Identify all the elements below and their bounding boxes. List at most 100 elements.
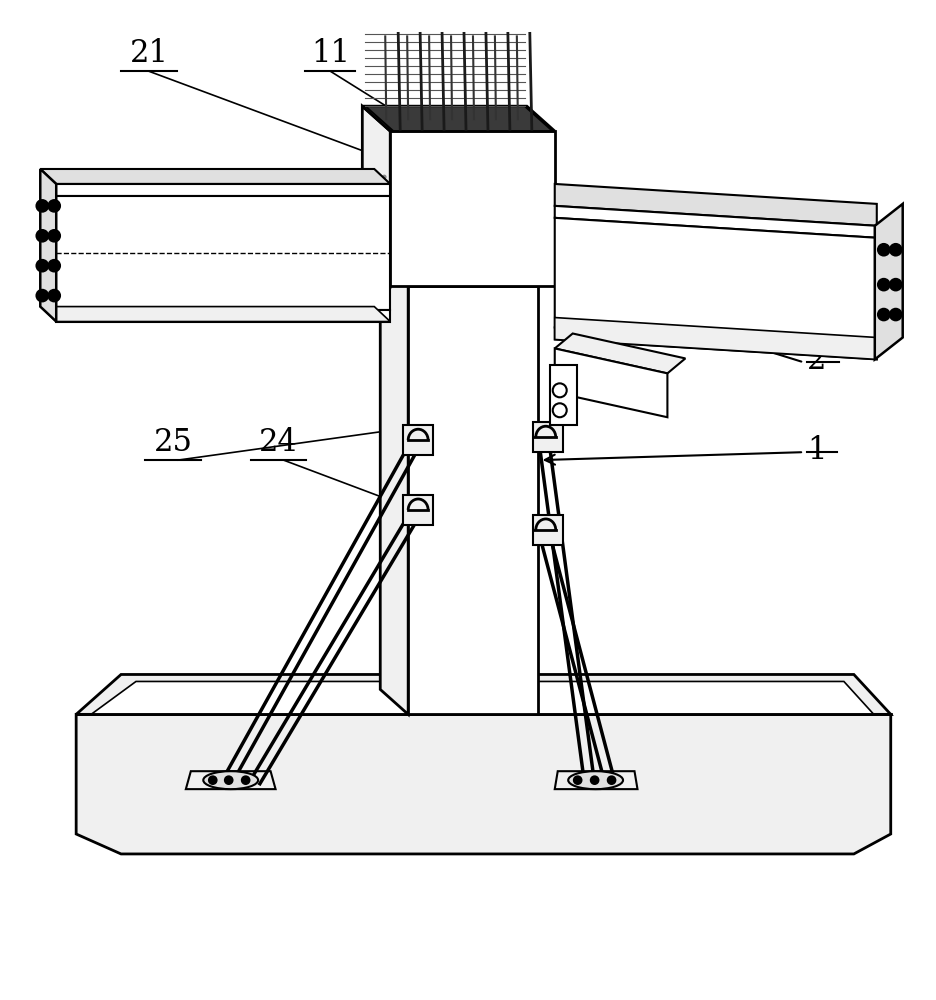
Polygon shape: [362, 106, 555, 131]
Polygon shape: [549, 365, 577, 425]
Polygon shape: [380, 261, 538, 286]
Circle shape: [311, 313, 314, 316]
Circle shape: [878, 279, 890, 291]
Circle shape: [738, 204, 740, 207]
Circle shape: [227, 313, 230, 316]
Polygon shape: [555, 771, 637, 789]
Circle shape: [335, 175, 338, 178]
Circle shape: [240, 313, 242, 316]
Polygon shape: [56, 310, 390, 322]
Circle shape: [155, 313, 158, 316]
Polygon shape: [403, 425, 433, 455]
Circle shape: [553, 403, 566, 417]
Polygon shape: [91, 681, 874, 714]
Circle shape: [263, 313, 266, 316]
Circle shape: [49, 230, 60, 242]
Polygon shape: [362, 106, 390, 286]
Ellipse shape: [203, 771, 258, 789]
Circle shape: [810, 208, 812, 211]
Circle shape: [209, 776, 217, 784]
Circle shape: [383, 175, 386, 178]
Circle shape: [108, 175, 110, 178]
Circle shape: [225, 776, 233, 784]
Circle shape: [72, 175, 75, 178]
Circle shape: [241, 776, 250, 784]
Circle shape: [630, 197, 633, 200]
Circle shape: [574, 776, 581, 784]
Circle shape: [878, 244, 890, 256]
Circle shape: [890, 244, 901, 256]
Circle shape: [215, 313, 218, 316]
Polygon shape: [40, 307, 390, 322]
Circle shape: [323, 313, 326, 316]
Circle shape: [49, 200, 60, 212]
Circle shape: [358, 175, 362, 178]
Circle shape: [143, 313, 146, 316]
Circle shape: [558, 193, 562, 196]
Polygon shape: [555, 218, 877, 347]
Polygon shape: [533, 515, 563, 545]
Circle shape: [678, 200, 680, 203]
Circle shape: [95, 313, 98, 316]
Text: 11: 11: [311, 38, 350, 69]
Circle shape: [797, 208, 800, 211]
Circle shape: [287, 175, 290, 178]
Circle shape: [591, 776, 599, 784]
Text: 21: 21: [129, 38, 168, 69]
Polygon shape: [390, 131, 555, 286]
Circle shape: [168, 313, 170, 316]
Polygon shape: [40, 169, 56, 322]
Circle shape: [95, 175, 98, 178]
Polygon shape: [555, 348, 667, 417]
Circle shape: [120, 175, 123, 178]
Circle shape: [845, 211, 848, 214]
Polygon shape: [365, 106, 553, 131]
Circle shape: [878, 309, 890, 321]
Circle shape: [203, 175, 206, 178]
Circle shape: [725, 203, 729, 206]
Circle shape: [323, 175, 326, 178]
Circle shape: [857, 211, 860, 214]
Circle shape: [890, 309, 901, 321]
Circle shape: [287, 313, 290, 316]
Ellipse shape: [568, 771, 623, 789]
Polygon shape: [555, 206, 877, 238]
Polygon shape: [40, 169, 390, 184]
Circle shape: [60, 175, 63, 178]
Circle shape: [702, 202, 705, 205]
Circle shape: [383, 313, 386, 316]
Circle shape: [654, 199, 657, 202]
Circle shape: [37, 290, 49, 302]
Circle shape: [690, 201, 693, 204]
Polygon shape: [555, 333, 685, 373]
Circle shape: [371, 313, 373, 316]
Circle shape: [358, 313, 362, 316]
Text: 1: 1: [807, 435, 826, 466]
Polygon shape: [875, 204, 902, 359]
Circle shape: [311, 175, 314, 178]
Circle shape: [191, 175, 195, 178]
Polygon shape: [56, 184, 390, 196]
Circle shape: [642, 198, 645, 201]
Circle shape: [618, 197, 622, 200]
Circle shape: [131, 313, 135, 316]
Circle shape: [143, 175, 146, 178]
Polygon shape: [186, 771, 275, 789]
Circle shape: [870, 212, 872, 215]
Circle shape: [37, 260, 49, 272]
Circle shape: [240, 175, 242, 178]
Circle shape: [180, 313, 183, 316]
Circle shape: [570, 194, 573, 197]
Polygon shape: [380, 261, 408, 714]
Circle shape: [227, 175, 230, 178]
Polygon shape: [533, 422, 563, 452]
Circle shape: [155, 175, 158, 178]
Circle shape: [299, 175, 302, 178]
Circle shape: [83, 313, 87, 316]
Polygon shape: [555, 318, 877, 359]
Circle shape: [890, 279, 901, 291]
Circle shape: [108, 313, 110, 316]
Polygon shape: [76, 714, 891, 854]
Circle shape: [203, 313, 206, 316]
Circle shape: [665, 199, 669, 202]
